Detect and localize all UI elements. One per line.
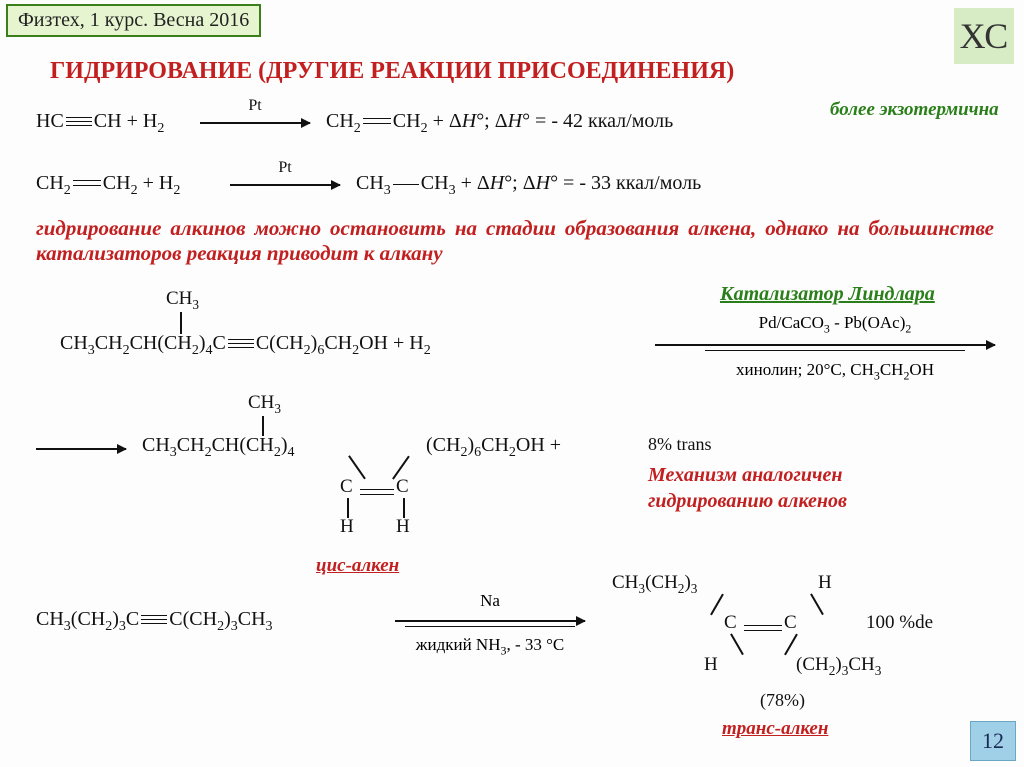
rxn1-note: более экзотермична bbox=[830, 100, 999, 121]
trans-bl-h: H bbox=[704, 654, 718, 676]
bottom-arrow bbox=[395, 620, 585, 622]
bottom-lhs: CH3(CH2)3CC(CH2)3CH3 bbox=[36, 608, 273, 635]
cis-c2: C bbox=[396, 476, 409, 498]
trans-bond-tl bbox=[710, 594, 723, 616]
cis-h-l: H bbox=[340, 516, 354, 538]
trans-pct-de: 100 %de bbox=[866, 612, 933, 634]
rxn2-lhs: CH2CH2 + H2 bbox=[36, 172, 180, 199]
page-title: ГИДРИРОВАНИЕ (ДРУГИЕ РЕАКЦИИ ПРИСОЕДИНЕН… bbox=[50, 58, 734, 85]
trans-tl: CH3(CH2)3 bbox=[612, 572, 697, 597]
trans-bond-br bbox=[784, 634, 797, 656]
rxn1-arrow bbox=[200, 122, 310, 124]
body-text: гидрирование алкинов можно остановить на… bbox=[36, 216, 994, 266]
cis-ch3: CH3 bbox=[248, 392, 281, 417]
trans-label: транс-алкен bbox=[722, 718, 828, 740]
lindlar-reagents: Pd/CaCO3 - Pb(OAc)2 хинолин; 20°C, CH3CH… bbox=[695, 312, 975, 384]
rxn1-catalyst: Pt bbox=[225, 97, 285, 115]
cis-vbond bbox=[262, 416, 264, 436]
page-number: 12 bbox=[970, 721, 1016, 761]
rxn2-rhs: CH3CH3 + ΔH°; ΔH° = - 33 ккал/моль bbox=[356, 172, 701, 199]
trans-br: (CH2)3CH3 bbox=[796, 654, 881, 679]
rxn1-rhs: CH2CH2 + ΔH°; ΔH° = - 42 ккал/моль bbox=[326, 110, 673, 137]
cis-h-r: H bbox=[396, 516, 410, 538]
trans-tr-h: H bbox=[818, 572, 832, 594]
trans-pct: 8% trans bbox=[648, 434, 711, 455]
substrate-ch3: CH3 bbox=[166, 288, 199, 313]
substrate-vbond bbox=[180, 312, 182, 334]
lindlar-title: Катализатор Линдлара bbox=[720, 283, 935, 306]
cis-label: цис-алкен bbox=[316, 555, 399, 577]
trans-double bbox=[742, 620, 784, 638]
cis-right-chain: (CH2)6CH2OH + bbox=[426, 434, 561, 461]
trans-c2: C bbox=[784, 612, 797, 634]
course-badge: Физтех, 1 курс. Весна 2016 bbox=[6, 4, 261, 37]
xc-badge: ХС bbox=[954, 8, 1014, 64]
trans-yield: (78%) bbox=[760, 690, 805, 711]
cis-h-r-bond bbox=[403, 498, 405, 518]
rxn2-catalyst: Pt bbox=[255, 159, 315, 177]
rxn1-lhs: HCCH + H2 bbox=[36, 110, 164, 137]
trans-c1: C bbox=[724, 612, 737, 634]
cont-arrow bbox=[36, 448, 126, 450]
lindlar-arrow bbox=[655, 344, 995, 346]
mechanism-note: Механизм аналогиченгидрированию алкенов bbox=[648, 462, 847, 514]
rxn2-arrow bbox=[230, 184, 340, 186]
bottom-reagents: Na жидкий NH3, - 33 °C bbox=[400, 590, 580, 659]
trans-bond-tr bbox=[810, 594, 823, 616]
cis-double bbox=[358, 484, 396, 502]
substrate-chain: CH3CH2CH(CH2)4CC(CH2)6CH2OH + H2 bbox=[60, 332, 431, 359]
cis-h-l-bond bbox=[347, 498, 349, 518]
cis-c1: C bbox=[340, 476, 353, 498]
cis-left-chain: CH3CH2CH(CH2)4 bbox=[142, 434, 295, 461]
